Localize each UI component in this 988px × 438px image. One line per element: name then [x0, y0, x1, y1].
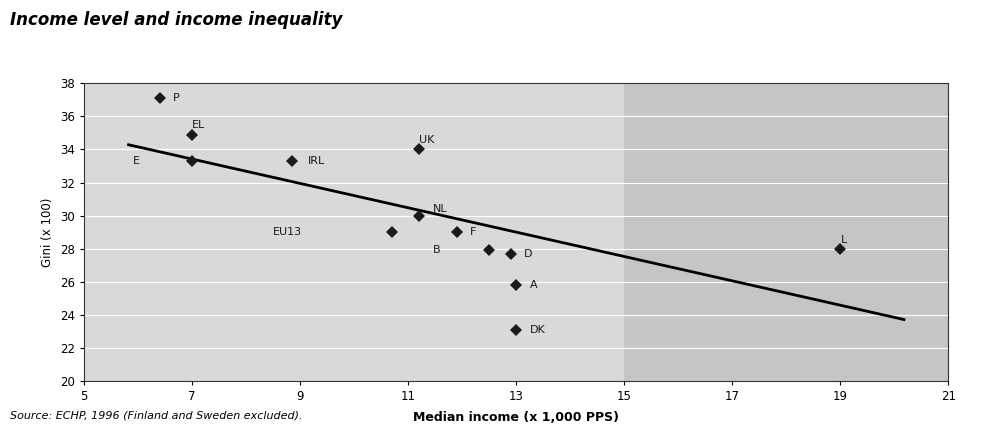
X-axis label: Median income (x 1,000 PPS): Median income (x 1,000 PPS) [413, 411, 619, 424]
Text: UK: UK [419, 135, 435, 145]
Text: NL: NL [433, 204, 448, 214]
Text: L: L [841, 235, 847, 244]
Text: A: A [530, 280, 537, 290]
Bar [624, 83, 948, 381]
Text: P: P [173, 93, 180, 103]
Y-axis label: Gini (x 100): Gini (x 100) [41, 198, 54, 267]
Text: Income level and income inequality: Income level and income inequality [10, 11, 343, 29]
Text: EU13: EU13 [273, 227, 302, 237]
Text: DK: DK [530, 325, 545, 335]
Text: EL: EL [192, 120, 206, 131]
Text: B: B [433, 245, 440, 255]
Text: F: F [470, 227, 476, 237]
Text: Source: ECHP, 1996 (Finland and Sweden excluded).: Source: ECHP, 1996 (Finland and Sweden e… [10, 410, 302, 420]
Text: E: E [132, 156, 139, 166]
Text: IRL: IRL [308, 156, 325, 166]
Text: D: D [525, 249, 533, 259]
